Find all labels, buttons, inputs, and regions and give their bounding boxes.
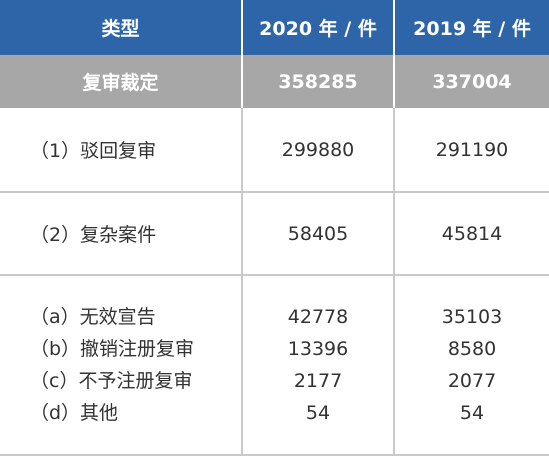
sub-label-b: （b）撤销注册复审 [30, 338, 195, 360]
row-label: （2）复杂案件 [0, 192, 242, 276]
sub-label-d: （d）其他 [30, 402, 119, 424]
header-type: 类型 [0, 0, 242, 55]
row-value-2020: 299880 [241, 108, 394, 193]
sub-value-2020-c: 2177 [293, 370, 343, 392]
header-2019: 2019 年 / 件 [393, 0, 549, 55]
sub-value-2019-b: 8580 [447, 338, 497, 360]
row-value-2020: 58405 [241, 192, 394, 276]
sub-label-c: （c）不予注册复审 [30, 370, 193, 392]
summary-row: 复审裁定 358285 337004 [0, 55, 549, 108]
summary-2020: 358285 [241, 55, 394, 108]
subcategory-labels: （a）无效宣告 （b）撤销注册复审 （c）不予注册复审 （d）其他 [0, 275, 242, 456]
sub-value-2020-b: 13396 [287, 338, 349, 360]
sub-value-2019-a: 35103 [441, 306, 503, 328]
sub-label-a: （a）无效宣告 [30, 306, 156, 328]
row-value-2019: 291190 [393, 108, 549, 193]
header-row: 类型 2020 年 / 件 2019 年 / 件 [0, 0, 549, 55]
subcategory-values-2019: 35103 8580 2077 54 [393, 275, 549, 456]
row-value-2019: 45814 [393, 192, 549, 276]
subcategory-values-2020: 42778 13396 2177 54 [241, 275, 394, 456]
subcategory-row: （a）无效宣告 （b）撤销注册复审 （c）不予注册复审 （d）其他 42778 … [0, 275, 549, 456]
sub-value-2020-d: 54 [305, 402, 331, 424]
header-2020: 2020 年 / 件 [241, 0, 394, 55]
summary-2019: 337004 [393, 55, 549, 108]
sub-value-2020-a: 42778 [287, 306, 349, 328]
sub-value-2019-c: 2077 [447, 370, 497, 392]
table-row: （1）驳回复审 299880 291190 [0, 108, 549, 193]
row-label: （1）驳回复审 [0, 108, 242, 193]
sub-value-2019-d: 54 [459, 402, 485, 424]
table-row: （2）复杂案件 58405 45814 [0, 192, 549, 276]
summary-label: 复审裁定 [0, 55, 242, 108]
